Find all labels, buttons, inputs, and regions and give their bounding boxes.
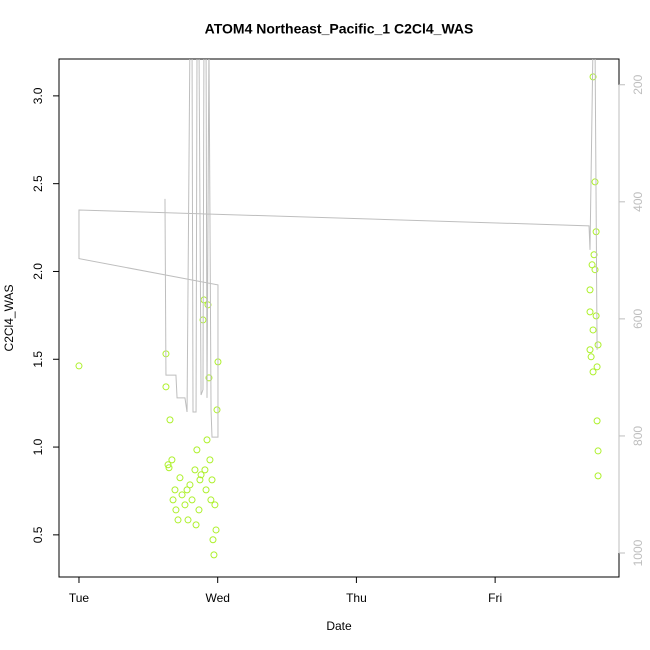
x-tick-label: Tue: [69, 591, 90, 605]
plot-frame: [58, 58, 620, 578]
y-tick-label: 3.0: [31, 87, 45, 104]
point: [586, 286, 594, 294]
point: [591, 266, 599, 274]
y-tick-label: 2.5: [31, 175, 45, 192]
point: [591, 178, 599, 186]
point: [196, 476, 204, 484]
point: [164, 461, 172, 469]
y-tick-label: 1.5: [31, 351, 45, 368]
point: [592, 312, 600, 320]
point: [183, 486, 191, 494]
y-tick-label: 2.0: [31, 263, 45, 280]
point: [209, 536, 217, 544]
point: [206, 456, 214, 464]
point: [195, 506, 203, 514]
y2-tick-label: 400: [631, 191, 645, 211]
point: [587, 353, 595, 361]
point: [162, 383, 170, 391]
point: [165, 464, 173, 472]
point: [188, 496, 196, 504]
point: [210, 551, 218, 559]
point: [172, 506, 180, 514]
point: [211, 501, 219, 509]
point: [208, 476, 216, 484]
y2-tick-label: 1000: [631, 539, 645, 566]
x-tick-label: Wed: [205, 591, 229, 605]
point: [75, 362, 83, 370]
point: [193, 446, 201, 454]
point: [594, 447, 602, 455]
point: [168, 456, 176, 464]
y-tick-label: 0.5: [31, 526, 45, 543]
point: [593, 417, 601, 425]
point: [593, 363, 601, 371]
pressure-line: [78, 59, 598, 438]
x-tick-label: Thu: [346, 591, 367, 605]
point: [181, 501, 189, 509]
point: [174, 516, 182, 524]
point: [202, 486, 210, 494]
point: [205, 374, 213, 382]
point: [586, 346, 594, 354]
point: [594, 472, 602, 480]
point: [178, 491, 186, 499]
y2-tick-label: 800: [631, 426, 645, 446]
point: [589, 326, 597, 334]
point: [590, 251, 598, 259]
point: [203, 436, 211, 444]
x-tick-label: Fri: [488, 591, 502, 605]
point: [201, 466, 209, 474]
y-tick-label: 1.0: [31, 438, 45, 455]
point: [207, 496, 215, 504]
point: [589, 368, 597, 376]
y-axis-label: C2Cl4_WAS: [2, 285, 16, 352]
point: [212, 526, 220, 534]
point: [184, 516, 192, 524]
point: [594, 341, 602, 349]
point: [171, 486, 179, 494]
point: [213, 406, 221, 414]
y2-tick-label: 200: [631, 74, 645, 94]
point: [169, 496, 177, 504]
plot-area: [75, 59, 602, 559]
chart-title: ATOM4 Northeast_Pacific_1 C2Cl4_WAS: [205, 21, 474, 37]
point: [197, 471, 205, 479]
point: [176, 474, 184, 482]
point: [586, 308, 594, 316]
point: [192, 521, 200, 529]
point: [191, 466, 199, 474]
x-axis-label: Date: [326, 619, 352, 633]
point: [186, 481, 194, 489]
y2-tick-label: 600: [631, 309, 645, 329]
point: [166, 416, 174, 424]
